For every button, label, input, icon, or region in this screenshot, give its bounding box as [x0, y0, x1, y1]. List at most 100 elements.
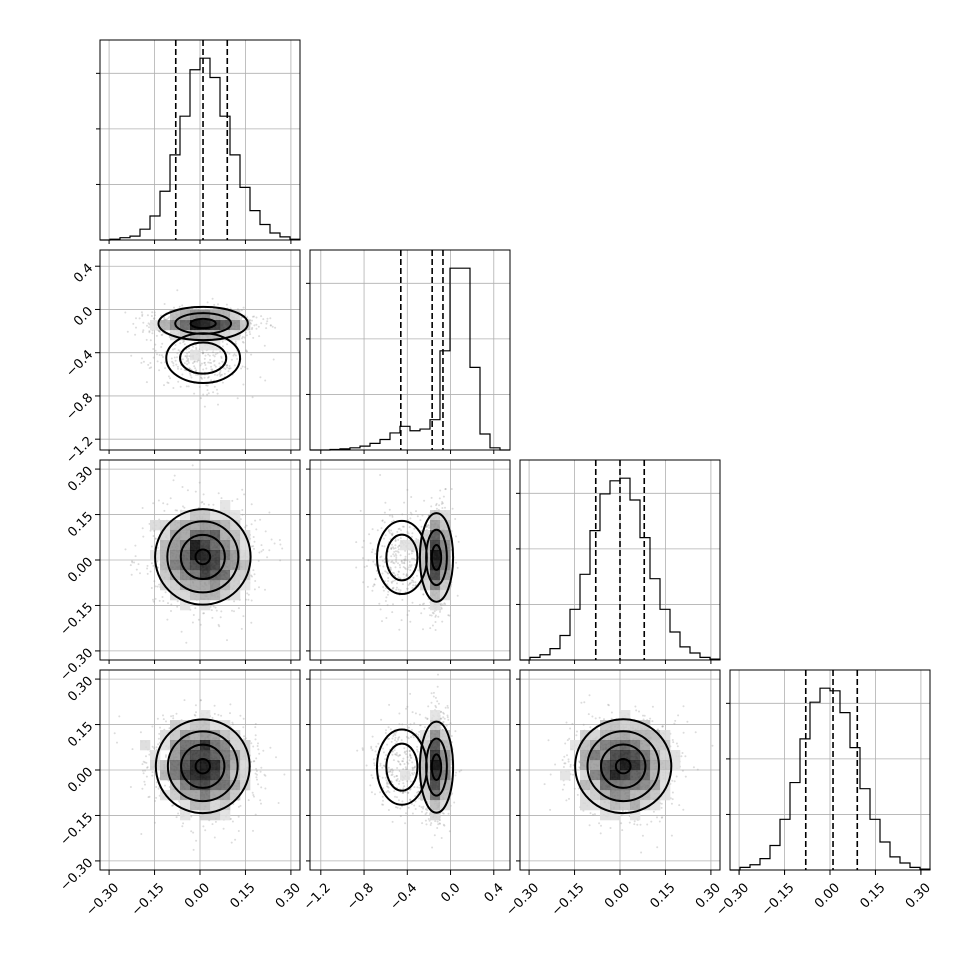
scatter-point [244, 737, 247, 740]
scatter-point [278, 539, 281, 541]
density-cell [170, 580, 181, 591]
density-cell [230, 560, 241, 571]
scatter-point [366, 585, 369, 588]
scatter-point [375, 569, 378, 572]
scatter-point [372, 560, 375, 563]
scatter-point [187, 357, 190, 360]
scatter-point [428, 607, 431, 609]
scatter-point [156, 353, 158, 356]
scatter-point [193, 365, 196, 368]
scatter-point [355, 566, 358, 569]
scatter-point [141, 507, 144, 509]
scatter-point [175, 712, 178, 715]
scatter-point [247, 593, 250, 596]
scatter-point [423, 607, 426, 610]
scatter-point [175, 363, 178, 366]
scatter-point [441, 507, 444, 509]
scatter-point [146, 572, 149, 575]
scatter-point [385, 617, 388, 619]
density-cell [430, 510, 441, 521]
scatter-point [388, 566, 391, 569]
scatter-point [425, 526, 428, 529]
scatter-point [255, 316, 258, 319]
scatter-point [355, 541, 358, 544]
scatter-point [214, 365, 217, 368]
scatter-point [359, 509, 362, 512]
scatter-point [400, 529, 402, 532]
scatter-point [219, 369, 222, 372]
scatter-point [217, 303, 219, 306]
scatter-point [124, 548, 127, 551]
scatter-point [408, 609, 411, 612]
scatter-point [245, 598, 247, 601]
scatter-point [406, 587, 409, 590]
scatter-point [430, 505, 433, 508]
scatter-point [185, 355, 188, 358]
scatter-point [438, 497, 441, 500]
scatter-point [176, 352, 179, 355]
histogram-panel-0 [96, 39, 301, 244]
scatter-point [241, 340, 244, 343]
scatter-point [157, 499, 160, 502]
scatter-point [229, 307, 232, 310]
density-cell [180, 560, 191, 571]
scatter-point [394, 547, 397, 550]
scatter-point [263, 773, 266, 776]
scatter-point [454, 518, 457, 520]
scatter-point [255, 528, 258, 531]
scatter-point [409, 620, 412, 623]
scatter-point [252, 336, 255, 339]
density-cell [170, 570, 181, 581]
scatter-point [180, 630, 183, 633]
scatter-point [457, 540, 460, 543]
scatter-point [218, 625, 221, 628]
scatter-point [381, 519, 384, 522]
scatter-point [244, 331, 247, 334]
scatter-point [408, 564, 411, 567]
scatter-point [225, 364, 228, 367]
scatter-point [397, 546, 400, 548]
scatter-point [158, 330, 160, 332]
scatter-point [251, 396, 254, 399]
scatter-point [378, 564, 381, 567]
scatter-point [226, 366, 229, 369]
scatter-point [383, 561, 386, 564]
scatter-point [199, 397, 202, 400]
density-cell [420, 530, 431, 541]
density-cell [200, 510, 211, 521]
scatter-point [192, 345, 195, 348]
density-cell [190, 310, 201, 321]
scatter-point [213, 303, 216, 306]
scatter-point [152, 598, 154, 601]
density-cell [190, 330, 201, 341]
density-cell [230, 550, 241, 561]
scatter-point [187, 385, 190, 388]
scatter-point [201, 352, 204, 355]
scatter-point [383, 511, 386, 514]
scatter-point [258, 586, 260, 589]
scatter-point [173, 306, 175, 309]
scatter-point [189, 372, 191, 375]
scatter-point [177, 380, 180, 383]
density-cell [190, 540, 201, 551]
scatter-point [205, 384, 208, 387]
scatter-point [390, 547, 393, 550]
scatter-point [213, 355, 216, 358]
scatter-point [226, 364, 229, 367]
contour [179, 341, 228, 375]
scatter-point [408, 526, 411, 529]
scatter-point [413, 527, 416, 530]
scatter-point [388, 531, 391, 534]
scatter-point [434, 615, 437, 618]
scatter-point [219, 375, 222, 378]
scatter-point [443, 602, 446, 605]
scatter-point [390, 532, 393, 535]
scatter-point [426, 525, 428, 528]
scatter-point [410, 579, 413, 582]
scatter-point [164, 367, 167, 370]
density-cell [190, 510, 201, 521]
scatter-point [392, 547, 395, 550]
density-cell [230, 530, 241, 541]
scatter-point [240, 316, 243, 319]
scatter-point [143, 761, 146, 764]
